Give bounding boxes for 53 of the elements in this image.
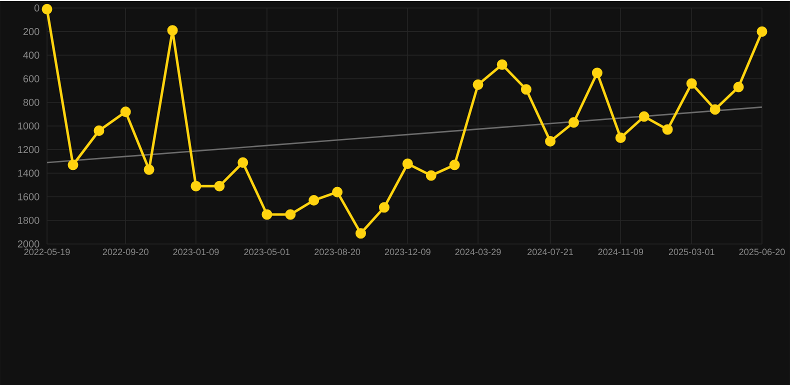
- point: [68, 160, 78, 170]
- point: [355, 228, 366, 239]
- point: [426, 170, 436, 181]
- point: [144, 164, 154, 175]
- y-tick-label: 600: [23, 75, 40, 82]
- x-tick-label: 2023-05-01: [244, 248, 290, 256]
- x-tick-label: 2023-12-09: [384, 248, 430, 256]
- point: [42, 4, 52, 14]
- point: [214, 180, 225, 192]
- y-tick-label: 800: [23, 98, 40, 106]
- point: [190, 180, 202, 192]
- y-tick-label: 1600: [18, 193, 40, 200]
- point: [545, 136, 556, 147]
- point: [520, 84, 532, 95]
- point: [449, 160, 460, 170]
- point: [378, 202, 390, 213]
- x-tick-label: 2024-07-21: [528, 248, 574, 256]
- point: [638, 111, 650, 122]
- point: [120, 106, 131, 118]
- point: [402, 158, 413, 170]
- point: [308, 195, 320, 206]
- point: [686, 78, 697, 89]
- y-tick-label: 1400: [18, 170, 40, 177]
- point: [496, 59, 508, 70]
- point: [472, 79, 484, 90]
- point: [710, 104, 720, 115]
- point: [615, 132, 626, 144]
- y-tick-label: 1200: [18, 146, 40, 154]
- point: [167, 25, 178, 36]
- x-tick-label: 2024-11-09: [598, 248, 644, 256]
- point: [285, 209, 296, 220]
- y-tick-label: 1000: [18, 122, 40, 130]
- y-tick-label: 400: [23, 52, 40, 59]
- point: [733, 82, 744, 92]
- x-tick-label: 2025-06-20: [739, 248, 785, 256]
- point: [568, 117, 580, 128]
- y-tick-label: 0: [34, 4, 40, 12]
- y-tick-label: 200: [23, 28, 40, 36]
- point: [238, 157, 248, 168]
- y-tick-label: 1800: [18, 216, 40, 224]
- x-tick-label: 2022-05-19: [24, 248, 70, 256]
- x-tick-label: 2023-08-20: [314, 248, 360, 256]
- point: [592, 68, 602, 78]
- point: [662, 124, 673, 135]
- x-tick-label: 2023-01-09: [173, 248, 219, 256]
- x-tick-label: 2022-09-20: [102, 248, 148, 256]
- x-tick-label: 2024-03-29: [455, 248, 501, 256]
- point: [262, 209, 272, 220]
- point: [94, 125, 104, 136]
- point: [756, 26, 768, 37]
- x-tick-label: 2025-03-01: [668, 248, 714, 256]
- y-tick-label: 2000: [18, 240, 40, 248]
- point: [332, 186, 343, 198]
